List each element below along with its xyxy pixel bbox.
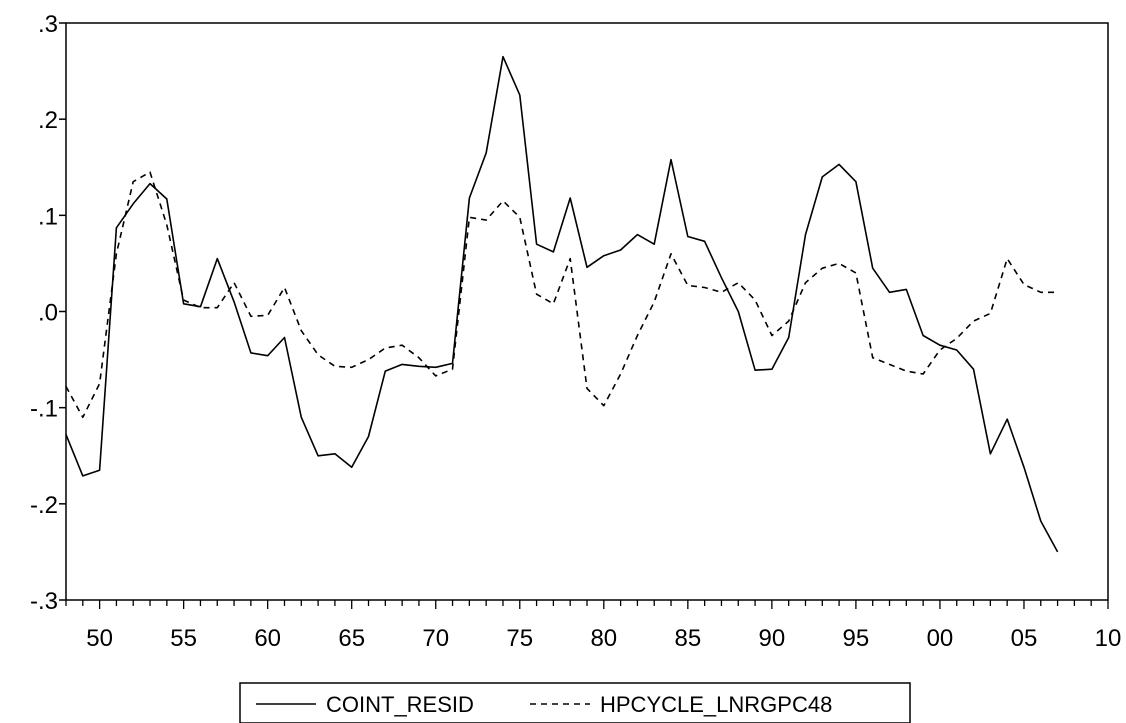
x-tick-label: 70 <box>422 625 449 652</box>
x-tick-label: 65 <box>338 625 365 652</box>
legend-label-hpcycle-lnrgpc48: HPCYCLE_LNRGPC48 <box>600 692 832 717</box>
y-tick-label: .3 <box>38 11 58 38</box>
x-tick-label: 05 <box>1011 625 1038 652</box>
x-axis: 50 55 60 65 70 75 80 85 90 95 00 05 10 <box>65 600 1122 652</box>
series-line-hpcycle-lnrgpc48 <box>65 171 1058 419</box>
plot-frame <box>65 22 1109 601</box>
x-tick-label: 00 <box>927 625 954 652</box>
legend-label-coint-resid: COINT_RESID <box>326 692 474 717</box>
y-tick-label: -.3 <box>30 588 58 615</box>
x-tick-label: 60 <box>254 625 281 652</box>
x-tick-label: 85 <box>674 625 701 652</box>
y-tick-label: -.1 <box>30 396 58 423</box>
x-tick-label: 75 <box>506 625 533 652</box>
x-tick-label: 80 <box>590 625 617 652</box>
y-tick-label: .2 <box>38 107 58 134</box>
y-tick-label: .0 <box>38 300 58 327</box>
y-axis: -.3 -.2 -.1 .0 .1 .2 .3 <box>30 11 66 615</box>
y-tick-label: .1 <box>38 203 58 230</box>
y-tick-label: -.2 <box>30 492 58 519</box>
x-tick-label: 10 <box>1095 625 1122 652</box>
legend: COINT_RESID HPCYCLE_LNRGPC48 <box>239 682 911 723</box>
x-tick-label: 55 <box>170 625 197 652</box>
x-tick-label: 95 <box>843 625 870 652</box>
x-tick-label: 50 <box>86 625 113 652</box>
legend-box <box>239 682 911 723</box>
series-line-coint-resid <box>65 55 1059 553</box>
x-tick-label: 90 <box>759 625 786 652</box>
series-layer <box>65 55 1059 553</box>
